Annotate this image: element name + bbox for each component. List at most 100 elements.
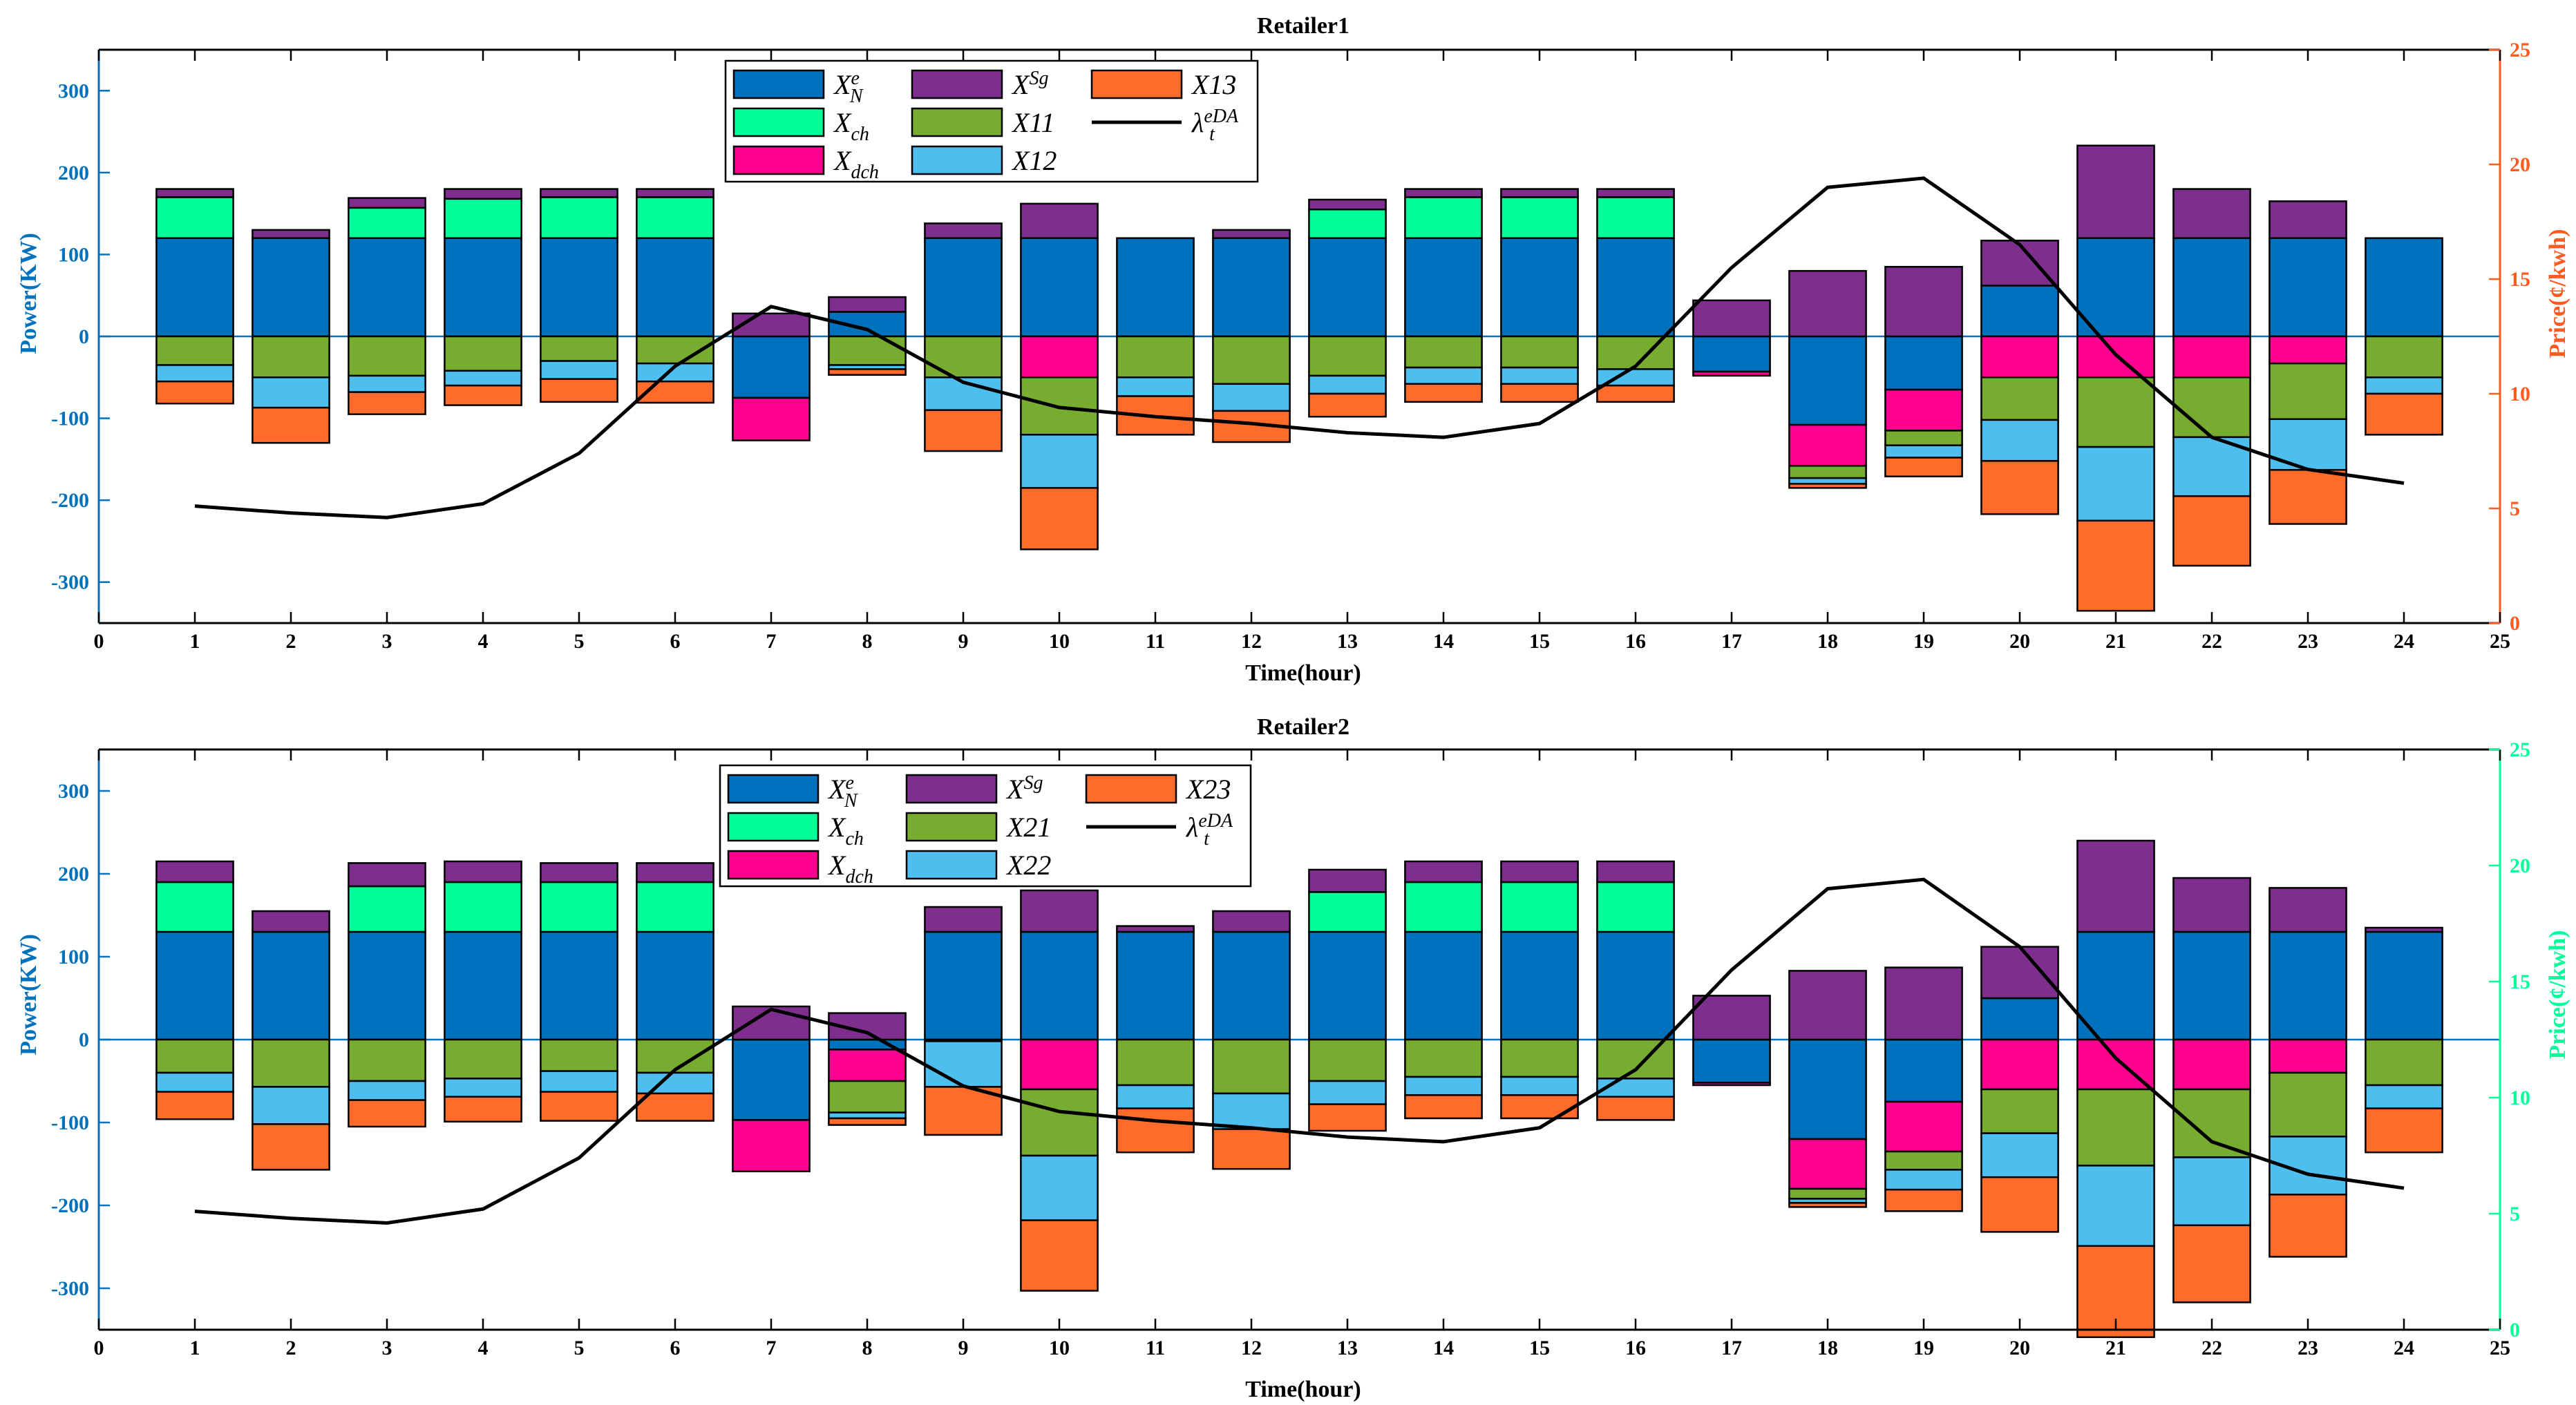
bar-Xdch-hour-7 [732,1119,811,1173]
legend-label-X13: X13 [1191,69,1236,100]
bar-XSg-hour-4 [444,860,522,883]
retailer1-title: Retailer1 [1257,13,1349,39]
bar-X12-hour-24 [2365,376,2443,395]
legend-swatch-X13 [1090,69,1183,99]
x-tick-label: 16 [1625,630,1646,653]
bar-X21-hour-13 [1308,1038,1387,1082]
x-tick-label: 12 [1241,1337,1262,1359]
bar-X21-hour-12 [1212,1038,1291,1095]
legend-swatch-Xdch [732,145,825,175]
bar-Xch-hour-16 [1596,881,1675,933]
bar-XNe-hour-23 [2269,237,2347,338]
bar-XSg-hour-17 [1692,299,1771,338]
bar-XSg-hour-18 [1788,269,1867,338]
bar-X13-hour-19 [1884,457,1963,478]
legend-swatch-Xdch [727,850,820,880]
bar-X21-hour-21 [2076,1088,2155,1167]
bar-XSg-hour-18 [1788,970,1867,1041]
bar-X23-hour-12 [1212,1128,1291,1170]
bar-X11-hour-21 [2076,376,2155,448]
x-tick-label: 22 [2201,1337,2222,1359]
bar-XSg-hour-5 [540,862,618,883]
legend-label-price: λeDA t [1191,106,1239,145]
bar-XSg-hour-23 [2269,887,2347,933]
x-tick-label: 3 [382,1337,392,1359]
legend-swatch-Xch [727,812,820,842]
bar-X23-hour-22 [2172,1224,2251,1303]
bar-X12-hour-20 [1980,419,2059,462]
legend-swatch-Xch [732,107,825,137]
bar-X22-hour-10 [1020,1154,1099,1221]
bar-X13-hour-3 [348,391,426,415]
bar-Xdch-hour-19 [1884,1100,1963,1153]
x-tick-label: 9 [958,630,969,653]
bar-Xdch-hour-7 [732,396,811,441]
y-tick-label-right: 0 [2510,612,2520,635]
bar-X13-hour-20 [1980,459,2059,515]
x-tick-label: 18 [1817,1337,1838,1359]
bar-X12-hour-2 [252,376,330,409]
legend-swatch-XNe [732,69,825,99]
bar-X12-hour-14 [1404,366,1483,385]
bar-X13-hour-10 [1020,487,1099,551]
bar-XSg-hour-7 [732,312,811,338]
bar-XNe-hour-11 [1116,237,1195,338]
bar-X21-hour-4 [444,1038,522,1080]
bar-XSg-hour-21 [2076,839,2155,933]
legend-swatch-X12 [911,145,1003,175]
y-tick-label-left: -200 [51,1194,89,1217]
bar-X13-hour-18 [1788,483,1867,489]
bar-XSg-hour-21 [2076,144,2155,239]
y-tick-label-left: 100 [58,243,89,266]
bar-Xch-hour-3 [348,207,426,239]
x-tick-label: 11 [1146,1337,1165,1359]
y-tick-label-left: 0 [79,325,89,348]
bar-X23-hour-1 [155,1091,234,1120]
bar-XNe-hour-22 [2172,237,2251,338]
y-tick-label-left: -300 [51,571,89,594]
y-tick-label-left: 300 [58,79,89,102]
bar-X22-hour-9 [924,1040,1003,1088]
retailer2-title: Retailer2 [1257,714,1349,740]
bar-X13-hour-23 [2269,469,2347,525]
bar-XSg-hour-9 [924,222,1003,239]
bar-XNe-hour-10 [1020,237,1099,338]
retailer2-ylabel-left: Power(KW) [16,934,41,1055]
bar-XNe-hour-1 [155,930,234,1041]
x-tick-label: 9 [958,1337,969,1359]
bar-Xdch-hour-21 [2076,335,2155,379]
bar-X22-hour-2 [252,1086,330,1125]
bar-X23-hour-6 [636,1092,714,1122]
retailer1-xlabel: Time(hour) [1245,660,1361,686]
bar-X23-hour-5 [540,1091,618,1122]
bar-XSg-hour-20 [1980,240,2059,287]
bar-Xch-hour-4 [444,881,522,933]
bar-XSg-hour-16 [1596,860,1675,883]
legend-label-X21: X21 [1005,812,1051,843]
bar-Xdch-hour-19 [1884,388,1963,432]
x-tick-label: 21 [2105,1337,2126,1359]
bar-X23-hour-19 [1884,1188,1963,1212]
x-tick-label: 18 [1817,630,1838,653]
bar-XSg-hour-16 [1596,188,1675,198]
legend-swatch-X11 [911,107,1003,137]
x-tick-label: 8 [862,630,873,653]
bar-XSg-hour-23 [2269,200,2347,239]
bar-XNe-hour-15 [1500,930,1579,1041]
bar-X21-hour-22 [2172,1088,2251,1158]
bar-X13-hour-9 [924,409,1003,452]
bar-XNe-hour-4 [444,237,522,338]
bar-X21-hour-23 [2269,1071,2347,1138]
bar-X22-hour-14 [1404,1076,1483,1096]
bar-X12-hour-1 [155,364,234,383]
bar-Xdch-hour-23 [2269,1038,2347,1074]
bar-XSg-hour-10 [1020,202,1099,239]
bar-X13-hour-6 [636,380,714,404]
bar-X11-hour-19 [1884,430,1963,446]
bar-X21-hour-10 [1020,1088,1099,1157]
x-tick-label: 0 [94,1337,104,1359]
legend-swatch-X23 [1085,774,1177,804]
x-tick-label: 6 [670,1337,681,1359]
bar-X21-hour-3 [348,1038,426,1082]
